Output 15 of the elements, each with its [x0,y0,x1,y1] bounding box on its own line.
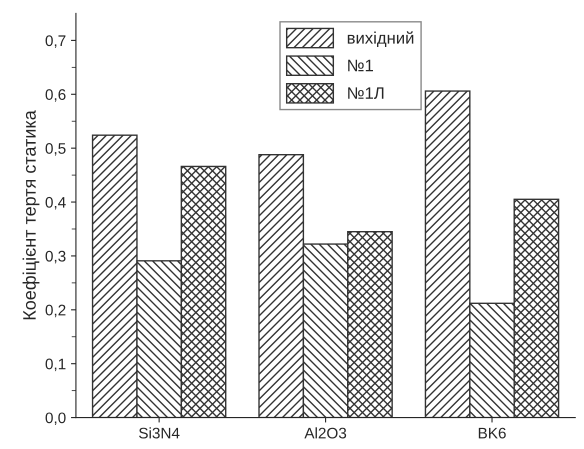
y-axis-title: Коефіцієнт тертя статика [22,110,40,320]
y-tick-label: 0,5 [46,143,66,156]
y-tick-label: 0,3 [46,250,66,264]
y-tick-label: 0,2 [46,304,66,318]
x-tick-label: Al2O3 [304,427,346,439]
y-tick-label: 0,0 [46,412,66,426]
x-tick-label: BK6 [478,428,506,439]
legend-label: вихідний [348,31,414,47]
legend-label: №1Л [348,87,384,99]
y-tick-label: 0,6 [46,89,66,102]
x-tick-label: Si3N4 [139,427,180,439]
legend-label: №1 [348,60,374,72]
y-tick-label: 0,7 [46,35,66,48]
y-tick-label: 0,4 [46,196,66,210]
y-tick-label: 0,1 [46,358,66,372]
